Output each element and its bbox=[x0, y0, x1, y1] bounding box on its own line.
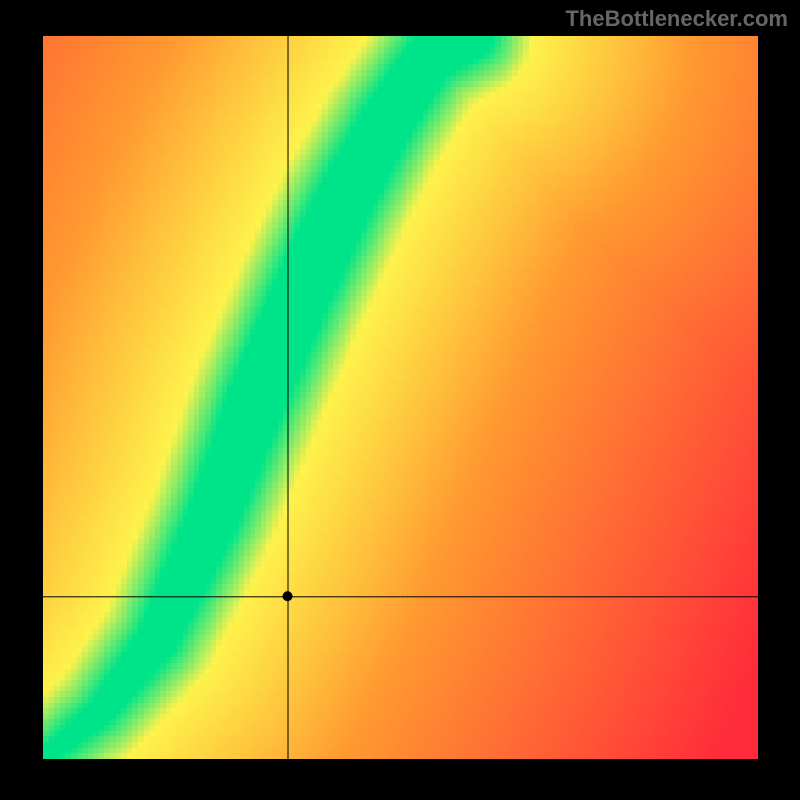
watermark-text: TheBottlenecker.com bbox=[565, 6, 788, 32]
chart-container: TheBottlenecker.com bbox=[0, 0, 800, 800]
heatmap-canvas bbox=[43, 36, 758, 759]
heatmap-plot bbox=[43, 36, 758, 759]
